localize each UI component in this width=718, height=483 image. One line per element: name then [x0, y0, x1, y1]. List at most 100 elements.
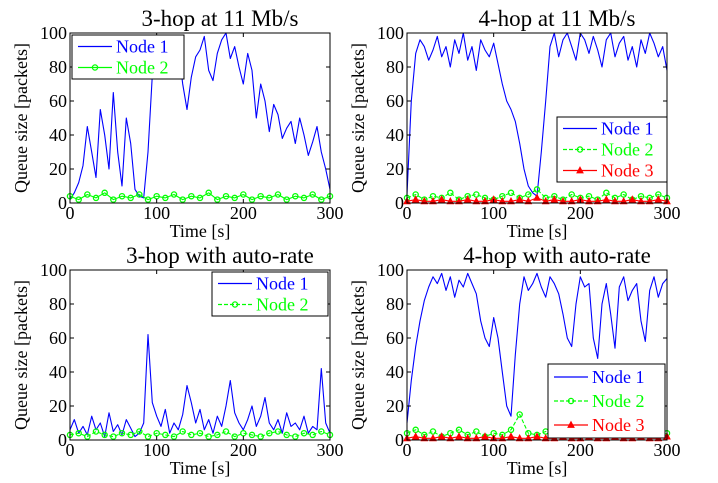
data-point [188, 192, 195, 200]
panel-4: 0 20 40 60 80 100 0 100 200 300 4-hop with auto-ra… [348, 243, 681, 478]
y-axis-label: Queue size [packets] [348, 280, 368, 430]
data-point [318, 428, 325, 435]
data-point [429, 433, 437, 442]
data-point [411, 432, 420, 440]
x-tick-label: 0 [403, 203, 412, 223]
data-point [222, 192, 230, 200]
data-point [463, 433, 472, 442]
data-point [179, 428, 186, 435]
legend-label: Node 2 [116, 58, 169, 78]
series-node-2-line [69, 192, 331, 201]
panel-1: 0 20 40 60 80 100 0 100 200 300 3-hop at 11 Mb/s Ti… [11, 6, 344, 241]
y-tick-label: 60 [49, 328, 67, 348]
data-point [473, 428, 480, 435]
y-tick-label: 100 [40, 23, 67, 43]
y-axis-label: Queue size [packets] [11, 280, 31, 430]
legend-label: Node 1 [601, 119, 654, 139]
data-point [101, 189, 108, 197]
y-tick-label: 40 [49, 125, 67, 145]
data-point [274, 191, 282, 198]
data-point [110, 196, 117, 203]
data-point [619, 196, 628, 205]
data-point [524, 196, 533, 205]
data-point [144, 196, 152, 203]
plot-frame [69, 269, 331, 441]
data-point [524, 433, 533, 442]
y-tick-label: 60 [49, 91, 67, 111]
y-tick-label: 0 [58, 193, 67, 213]
y-tick-label: 20 [386, 159, 404, 179]
legend-marker [231, 301, 239, 308]
data-point [585, 196, 593, 205]
chart-title: 3-hop with auto-rate [126, 243, 314, 268]
data-point [257, 192, 264, 200]
data-point [654, 195, 663, 203]
x-tick-label: 100 [143, 203, 170, 223]
plot-frame [69, 32, 331, 204]
x-tick-label: 100 [480, 440, 507, 460]
data-point [447, 189, 454, 197]
legend-box [71, 34, 185, 80]
data-point [162, 194, 169, 202]
data-point [292, 192, 299, 200]
data-point [602, 195, 611, 203]
data-point [498, 196, 507, 205]
legend-label: Node 1 [592, 367, 645, 387]
data-point [559, 196, 567, 205]
y-tick-label: 60 [386, 91, 404, 111]
data-point [266, 429, 273, 437]
legend-marker [567, 397, 575, 405]
data-point [628, 195, 637, 203]
legend-label: Node 2 [601, 140, 654, 160]
data-point [300, 429, 308, 437]
panel-2: 0 20 40 60 80 100 0 100 200 300 4-hop at 11 Mb/s Ti… [348, 6, 681, 241]
data-point [533, 432, 541, 440]
data-point [205, 189, 212, 197]
data-point [429, 428, 437, 435]
y-tick-label: 20 [386, 396, 404, 416]
x-tick-label: 300 [654, 440, 681, 460]
data-point [283, 196, 290, 203]
data-point [127, 194, 134, 202]
data-point [240, 191, 247, 198]
data-point [515, 195, 524, 203]
data-point [603, 189, 610, 197]
data-point [637, 196, 645, 205]
data-point [240, 429, 247, 437]
y-tick-label: 20 [49, 159, 67, 179]
x-tick-label: 100 [143, 440, 170, 460]
data-point [645, 196, 654, 205]
y-tick-label: 80 [386, 294, 404, 314]
x-tick-label: 200 [567, 203, 594, 223]
data-point [550, 195, 559, 203]
y-tick-label: 40 [386, 125, 404, 145]
x-axis-label: Time [s] [170, 221, 231, 241]
x-tick-label: 300 [317, 203, 344, 223]
x-tick-label: 0 [66, 203, 75, 223]
y-tick-label: 80 [386, 57, 404, 77]
data-point [611, 196, 619, 205]
series-node-1-line [406, 272, 668, 424]
data-point [162, 431, 169, 439]
data-point [481, 432, 489, 440]
x-tick-label: 0 [403, 440, 412, 460]
y-tick-label: 0 [58, 430, 67, 450]
x-tick-label: 300 [317, 440, 344, 460]
data-point [92, 194, 100, 202]
data-point [463, 195, 472, 203]
data-point [472, 196, 481, 205]
y-tick-label: 80 [49, 294, 67, 314]
data-point [541, 433, 550, 442]
data-point [75, 429, 82, 437]
data-point [533, 193, 541, 201]
legend-label: Node 2 [592, 391, 645, 411]
data-point [118, 192, 126, 200]
data-point [446, 196, 455, 205]
data-point [507, 189, 515, 197]
data-point [411, 195, 420, 203]
chart-title: 3-hop at 11 Mb/s [142, 6, 299, 31]
x-axis-label: Time [s] [507, 458, 568, 478]
y-axis-label: Queue size [packets] [348, 43, 368, 193]
